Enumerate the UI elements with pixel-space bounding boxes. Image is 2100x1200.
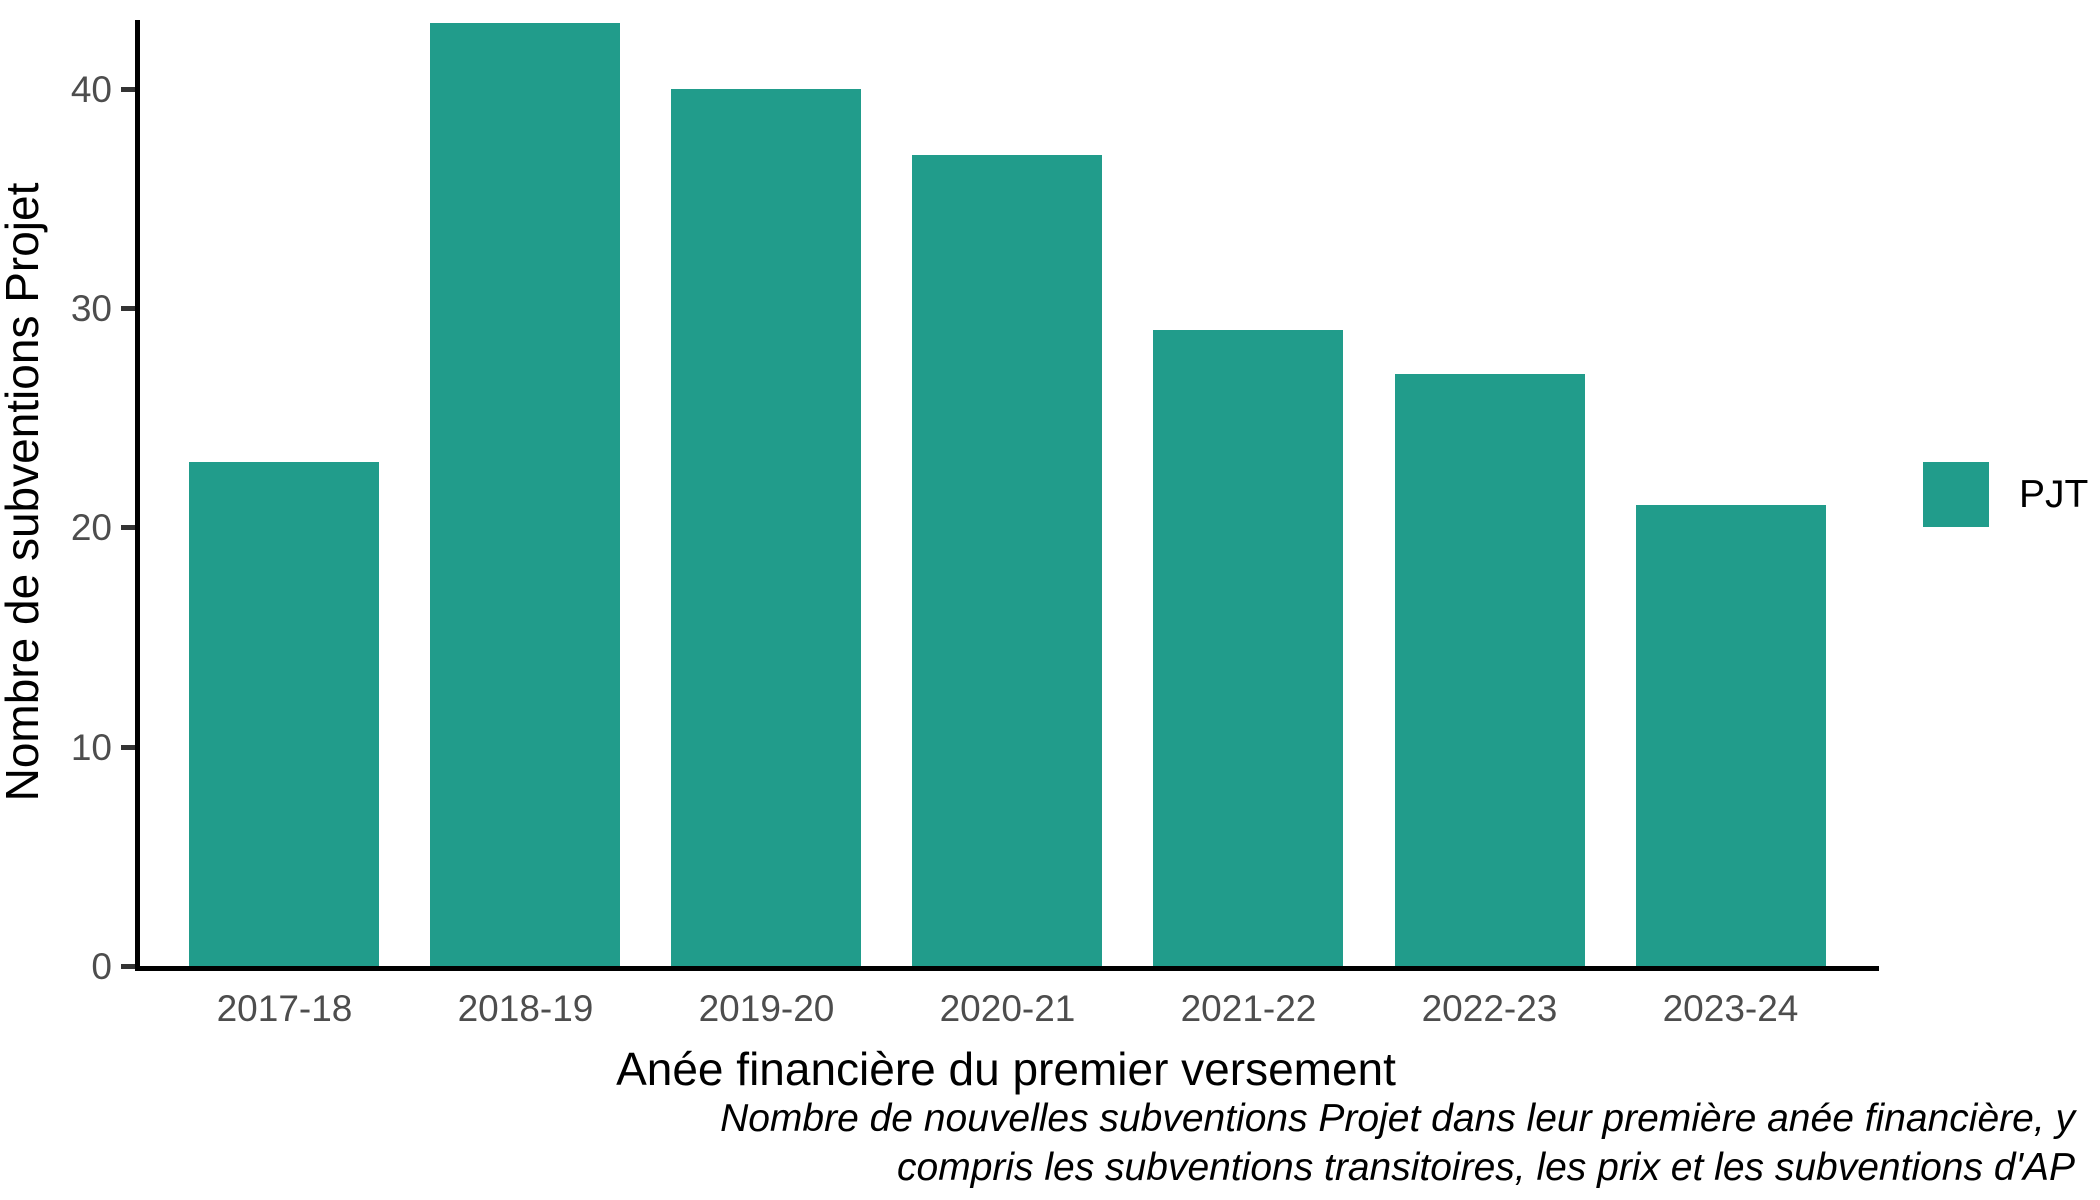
y-tick-mark-30 — [121, 306, 135, 311]
bar-2021-22 — [1153, 330, 1343, 966]
y-axis-title: Nombre de subventions Projet — [0, 182, 48, 802]
x-tick-label-2022-23: 2022-23 — [1421, 988, 1558, 1029]
x-axis-title: Anée financière du premier versement — [616, 1043, 1396, 1095]
caption-line-2: compris les subventions transitoires, le… — [897, 1145, 2075, 1189]
y-tick-label-10: 10 — [70, 727, 112, 768]
y-tick-label-30: 30 — [70, 288, 112, 329]
y-axis-line — [135, 20, 140, 970]
x-tick-label-2017-18: 2017-18 — [216, 988, 353, 1029]
caption-line-1: Nombre de nouvelles subventions Projet d… — [720, 1097, 2075, 1140]
x-tick-label-2018-19: 2018-19 — [457, 988, 594, 1029]
x-tick-label-2019-20: 2019-20 — [698, 988, 835, 1029]
legend: PJT — [1923, 462, 2088, 527]
bar-2023-24 — [1636, 505, 1826, 966]
pjt-color-swatch — [1923, 462, 1989, 527]
bar-2020-21 — [912, 155, 1102, 966]
y-tick-label-20: 20 — [70, 507, 112, 548]
bar-2019-20 — [671, 89, 861, 966]
x-tick-label-2023-24: 2023-24 — [1662, 988, 1799, 1029]
x-tick-label-2020-21: 2020-21 — [939, 988, 1076, 1029]
y-tick-label-40: 40 — [70, 69, 112, 110]
y-tick-mark-40 — [121, 87, 135, 92]
y-tick-mark-20 — [121, 525, 135, 530]
legend-label-pjt: PJT — [2019, 472, 2089, 516]
x-axis-line — [135, 966, 1879, 971]
y-tick-label-0: 0 — [91, 946, 112, 987]
bar-2018-19 — [430, 23, 620, 966]
y-tick-mark-10 — [121, 745, 135, 750]
x-tick-label-2021-22: 2021-22 — [1180, 988, 1317, 1029]
chart-caption: Nombre de nouvelles subventions Projet d… — [375, 1095, 2075, 1193]
bar-2017-18 — [189, 462, 379, 966]
y-tick-mark-0 — [121, 964, 135, 969]
bar-2022-23 — [1395, 374, 1585, 966]
